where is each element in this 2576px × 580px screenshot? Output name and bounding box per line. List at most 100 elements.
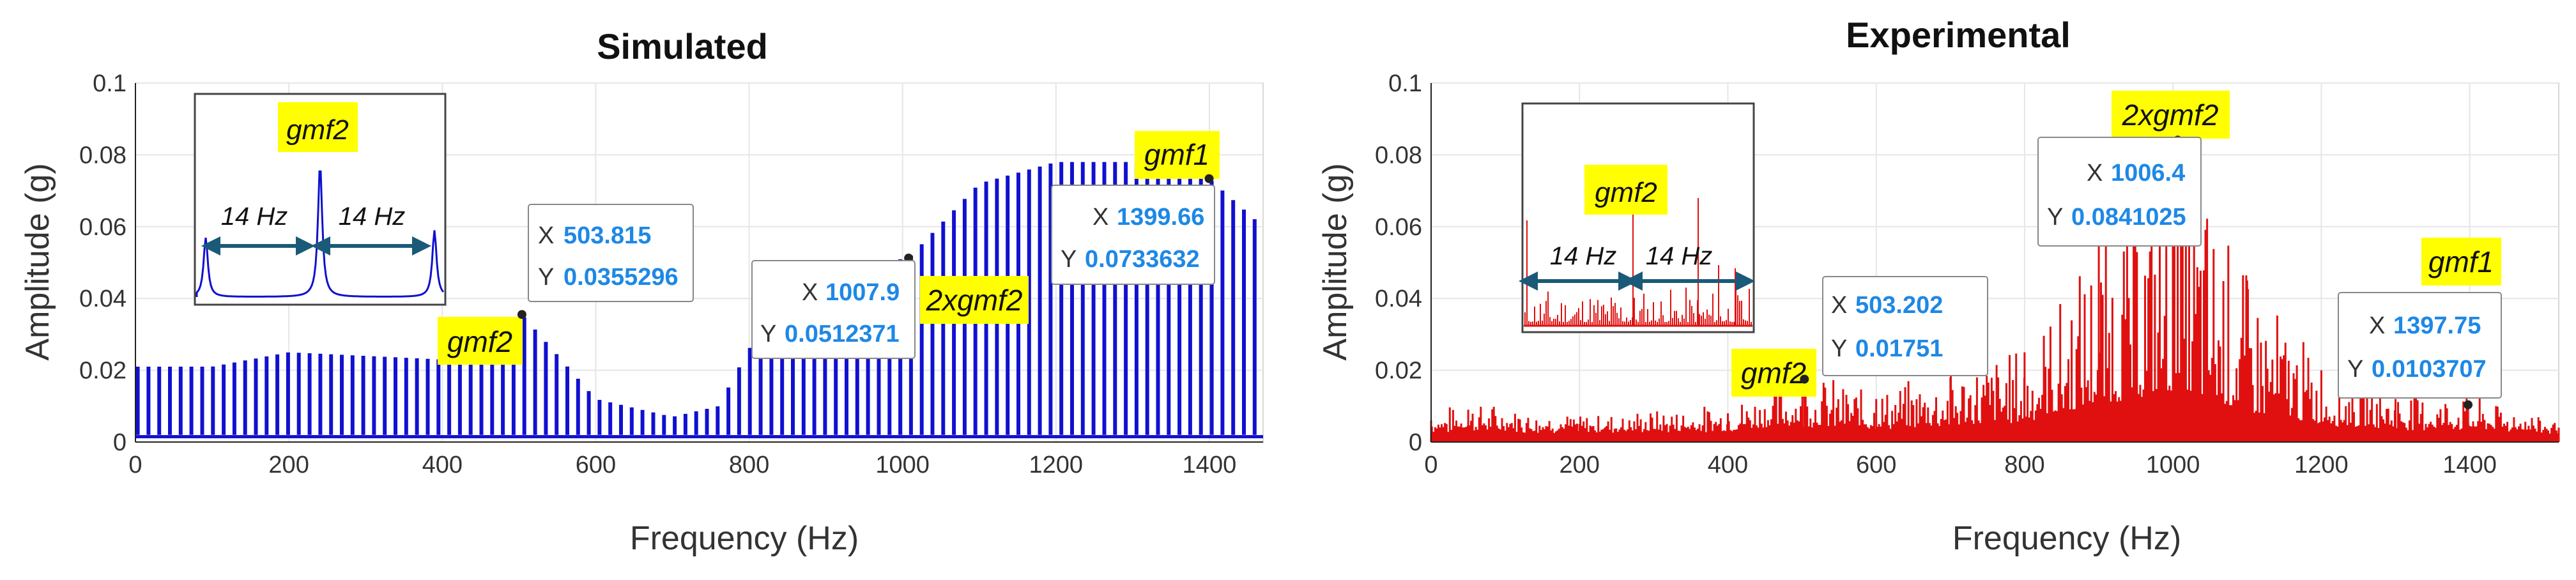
experimental-datatip-1006-y-value: 0.0841025 [2071,204,2186,231]
experimental-gmf2-highlight [1731,349,1816,397]
exp-y-tick-label: 0.04 [1375,286,1422,312]
experimental-inset-spacing-right: 14 Hz [1646,242,1713,270]
simulated-gmf2-label: gmf2 [447,325,512,358]
sim-x-tick-label: 1400 [1183,452,1237,478]
exp-y-tick-label: 0.08 [1375,142,1422,169]
simulated-datatip-1007-y-value: 0.0512371 [785,321,900,347]
exp-y-tick-label: 0.1 [1388,70,1422,97]
experimental-datatip-503-box [1822,276,1988,376]
simulated-y-ticks: 0 0.02 0.04 0.06 0.08 0.1 [79,70,126,456]
simulated-datatip-1399-box [1051,185,1215,285]
simulated-datatip-1399-y-label: Y [1061,246,1077,273]
sim-x-tick-label: 1000 [875,452,930,478]
sim-y-tick-label: 0.04 [79,286,126,312]
simulated-inset: gmf2 14 Hz 14 Hz [194,93,447,306]
simulated-datatip-1399-x-value: 1399.66 [1117,204,1204,231]
experimental-y-label: Amplitude (g) [1317,163,1354,360]
simulated-datatip-1007-x-label: X [802,279,818,306]
sim-y-tick-label: 0.02 [79,358,126,385]
experimental-datatip-1397-y-label: Y [2347,356,2363,383]
experimental-series [1430,140,2560,442]
simulated-2xgmf2-label: 2xgmf2 [926,284,1023,317]
simulated-datatip-503-marker [517,310,526,319]
experimental-datatip-503-x-label: X [1831,292,1847,319]
experimental-inset-curve [1524,179,1752,327]
simulated-datatip-1399[interactable]: X 1399.66 Y 0.0733632 [1051,185,1215,285]
experimental-datatip-503[interactable]: X 503.202 Y 0.01751 [1822,276,1988,376]
sim-x-tick-label: 1200 [1029,452,1084,478]
simulated-datatip-503[interactable]: X 503.815 Y 0.0355296 [528,204,694,302]
experimental-datatip-503-x-value: 503.202 [1855,292,1943,319]
sim-y-tick-label: 0.06 [79,214,126,241]
simulated-datatip-1399-x-label: X [1092,204,1108,231]
experimental-datatip-1006-box [2037,137,2202,247]
experimental-inset: gmf2 14 Hz 14 Hz [1519,102,1755,333]
exp-x-tick-label: 200 [1560,452,1600,478]
sim-x-tick-label: 400 [422,452,463,478]
experimental-inset-gmf2-label: gmf2 [1595,177,1657,208]
experimental-gmf1-highlight [2421,238,2501,286]
experimental-y-ticks: 0 0.02 0.04 0.06 0.08 0.1 [1375,70,1422,456]
simulated-datatip-1399-marker [1204,174,1214,183]
sim-y-tick-label: 0.1 [93,70,126,97]
simulated-x-ticks: 0 200 400 600 800 1000 1200 1400 [128,452,1236,478]
experimental-gmf1-label: gmf1 [2428,245,2494,279]
simulated-inset-gmf2-highlight [278,102,358,152]
exp-y-tick-label: 0.02 [1375,358,1422,385]
experimental-2xgmf2-label: 2xgmf2 [2122,98,2219,132]
exp-x-tick-label: 1400 [2442,452,2497,478]
simulated-datatip-503-y-value: 0.0355296 [564,264,678,291]
simulated-gmf2-highlight [438,317,523,365]
experimental-datatip-503-marker [1800,374,1809,384]
simulated-datatip-1007[interactable]: X 1007.9 Y 0.0512371 [751,260,916,359]
sim-x-tick-label: 600 [576,452,616,478]
simulated-datatip-503-x-label: X [538,222,554,249]
exp-y-tick-label: 0 [1409,429,1422,456]
exp-x-tick-label: 0 [1424,452,1438,478]
sim-x-tick-label: 0 [128,452,142,478]
simulated-2xgmf2-highlight [920,276,1029,324]
experimental-x-label: Frequency (Hz) [1952,520,2181,557]
sim-x-tick-label: 200 [268,452,309,478]
experimental-inset-spacing-left: 14 Hz [1550,242,1617,270]
simulated-gmf1-highlight [1135,131,1220,179]
experimental-title: Experimental [1846,15,2071,55]
experimental-datatip-1397-x-label: X [2369,312,2385,339]
experimental-inset-frame [1521,102,1755,333]
simulated-title: Simulated [597,26,768,66]
experimental-datatip-1397-x-value: 1397.75 [2393,312,2481,339]
simulated-inset-curve [195,170,445,298]
simulated-inset-spacing-left: 14 Hz [221,202,288,231]
simulated-datatip-503-y-label: Y [538,264,554,291]
simulated-datatip-1399-y-value: 0.0733632 [1085,246,1200,273]
simulated-datatip-503-x-value: 503.815 [564,222,651,249]
experimental-x-ticks: 0 200 400 600 800 1000 1200 1400 [1424,452,2497,478]
experimental-inset-gmf2-highlight [1584,165,1667,215]
sim-y-tick-label: 0 [113,429,126,456]
simulated-datatip-1007-y-label: Y [760,321,776,347]
experimental-spectrum-lines [1430,140,2560,442]
experimental-panel: 0 0.02 0.04 0.06 0.08 0.1 0 200 400 600 800 1000 12… [1317,15,2560,557]
exp-x-tick-label: 800 [2004,452,2044,478]
experimental-datatip-1397[interactable]: X 1397.75 Y 0.0103707 [2338,292,2502,399]
experimental-datatip-1006[interactable]: X 1006.4 Y 0.0841025 [2037,137,2202,247]
simulated-datatip-1007-box [751,260,916,359]
sim-x-tick-label: 800 [729,452,769,478]
exp-y-tick-label: 0.06 [1375,214,1422,241]
experimental-datatip-1006-y-label: Y [2047,204,2063,231]
simulated-panel: 0 0.02 0.04 0.06 0.08 0.1 0 200 400 600 800 1000 12… [19,26,1264,557]
experimental-datatip-1006-x-value: 1006.4 [2111,160,2185,187]
simulated-datatip-503-box [528,204,694,302]
experimental-datatip-1397-marker [2464,400,2473,409]
exp-x-tick-label: 1200 [2294,452,2349,478]
exp-x-tick-label: 600 [1856,452,1896,478]
experimental-datatip-1397-y-value: 0.0103707 [2372,356,2487,383]
sim-y-tick-label: 0.08 [79,142,126,169]
exp-x-tick-label: 400 [1708,452,1748,478]
simulated-y-label: Amplitude (g) [19,163,56,360]
simulated-datatip-1007-x-value: 1007.9 [825,279,900,306]
simulated-gmf1-label: gmf1 [1144,138,1209,171]
experimental-datatip-1397-box [2338,292,2502,399]
experimental-datatip-1006-x-label: X [2087,160,2103,187]
